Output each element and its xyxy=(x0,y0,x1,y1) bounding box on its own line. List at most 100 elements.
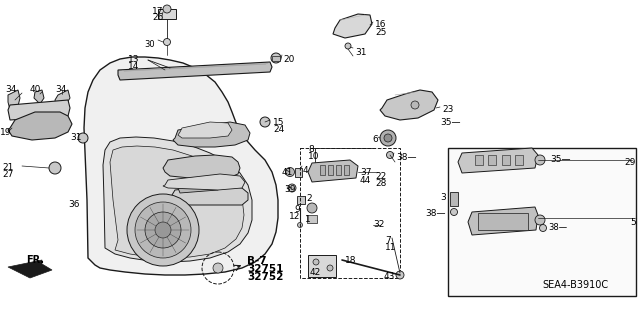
Bar xyxy=(344,165,349,175)
Text: 12: 12 xyxy=(289,212,300,221)
Polygon shape xyxy=(333,14,372,38)
Polygon shape xyxy=(84,57,278,275)
Polygon shape xyxy=(178,122,232,138)
Polygon shape xyxy=(380,90,438,120)
Circle shape xyxy=(288,184,296,192)
Text: 2: 2 xyxy=(306,194,312,203)
Text: 31: 31 xyxy=(355,48,367,57)
Text: 44: 44 xyxy=(360,176,371,185)
Circle shape xyxy=(260,117,270,127)
Circle shape xyxy=(540,225,547,232)
Text: 1: 1 xyxy=(305,215,311,224)
Circle shape xyxy=(163,5,171,13)
Circle shape xyxy=(411,101,419,109)
Text: 38—: 38— xyxy=(548,224,567,233)
Text: 40: 40 xyxy=(30,85,42,94)
Circle shape xyxy=(78,133,88,143)
Bar xyxy=(450,192,458,206)
Polygon shape xyxy=(8,100,70,120)
Circle shape xyxy=(163,39,170,46)
Bar xyxy=(320,165,325,175)
Text: 10: 10 xyxy=(308,152,319,161)
Bar xyxy=(502,155,510,165)
Text: 38—: 38— xyxy=(426,209,446,218)
Circle shape xyxy=(451,209,458,216)
Text: 32: 32 xyxy=(373,220,385,229)
Polygon shape xyxy=(178,182,220,193)
Circle shape xyxy=(135,202,191,258)
Polygon shape xyxy=(34,90,44,104)
Bar xyxy=(448,148,636,296)
Text: 20: 20 xyxy=(283,55,294,64)
Bar xyxy=(478,213,528,230)
Text: 41: 41 xyxy=(282,168,293,177)
Circle shape xyxy=(298,222,303,227)
Circle shape xyxy=(271,53,281,63)
Text: B-7: B-7 xyxy=(247,256,267,266)
Text: 7: 7 xyxy=(385,236,391,245)
Polygon shape xyxy=(308,160,358,182)
Text: 32752: 32752 xyxy=(247,272,284,282)
Bar xyxy=(297,196,305,204)
Text: 14: 14 xyxy=(128,62,140,71)
Bar xyxy=(272,56,280,61)
Circle shape xyxy=(345,43,351,49)
Circle shape xyxy=(535,155,545,165)
Text: 23: 23 xyxy=(442,105,453,114)
Text: 13: 13 xyxy=(128,55,140,64)
Text: 26: 26 xyxy=(152,13,164,22)
Text: 29: 29 xyxy=(625,158,636,167)
Bar xyxy=(488,155,496,165)
Text: 19: 19 xyxy=(0,128,12,137)
Circle shape xyxy=(387,152,394,159)
Circle shape xyxy=(535,215,545,225)
Text: 42: 42 xyxy=(310,268,321,277)
Circle shape xyxy=(384,134,392,142)
Polygon shape xyxy=(163,155,240,178)
Text: 15: 15 xyxy=(273,118,285,127)
Text: 4: 4 xyxy=(303,166,308,175)
Text: 43: 43 xyxy=(383,272,395,281)
Text: 36: 36 xyxy=(68,200,79,209)
Polygon shape xyxy=(458,148,538,173)
Bar xyxy=(336,165,341,175)
Text: 35—: 35— xyxy=(550,155,570,164)
Text: 30: 30 xyxy=(145,40,155,49)
Polygon shape xyxy=(163,174,245,190)
Circle shape xyxy=(145,212,181,248)
Text: 28: 28 xyxy=(375,179,387,188)
Text: 18: 18 xyxy=(345,256,356,265)
Circle shape xyxy=(327,265,333,271)
Text: 17: 17 xyxy=(152,7,164,16)
Text: 39: 39 xyxy=(284,185,296,194)
Text: 22: 22 xyxy=(375,172,387,181)
Circle shape xyxy=(49,162,61,174)
Polygon shape xyxy=(173,122,250,147)
Text: 34: 34 xyxy=(5,85,17,94)
Polygon shape xyxy=(103,137,252,262)
Polygon shape xyxy=(8,90,20,110)
Text: 3: 3 xyxy=(440,193,446,202)
Polygon shape xyxy=(8,260,52,278)
Polygon shape xyxy=(55,90,70,108)
Polygon shape xyxy=(172,185,248,205)
Bar xyxy=(300,148,400,278)
Polygon shape xyxy=(468,207,538,235)
Text: 21: 21 xyxy=(2,163,13,172)
Polygon shape xyxy=(110,146,244,258)
Text: 11: 11 xyxy=(385,243,397,252)
Text: 9: 9 xyxy=(294,205,300,214)
Text: 31: 31 xyxy=(70,133,81,142)
Text: FR.: FR. xyxy=(26,255,44,265)
Text: 38—: 38— xyxy=(396,153,417,162)
Bar xyxy=(158,9,176,19)
Circle shape xyxy=(307,203,317,213)
Text: 34: 34 xyxy=(55,85,67,94)
Circle shape xyxy=(380,130,396,146)
Bar xyxy=(308,255,336,277)
Circle shape xyxy=(396,271,404,279)
Text: 8: 8 xyxy=(308,145,314,154)
Bar xyxy=(307,215,317,223)
Circle shape xyxy=(155,222,171,238)
Circle shape xyxy=(127,194,199,266)
